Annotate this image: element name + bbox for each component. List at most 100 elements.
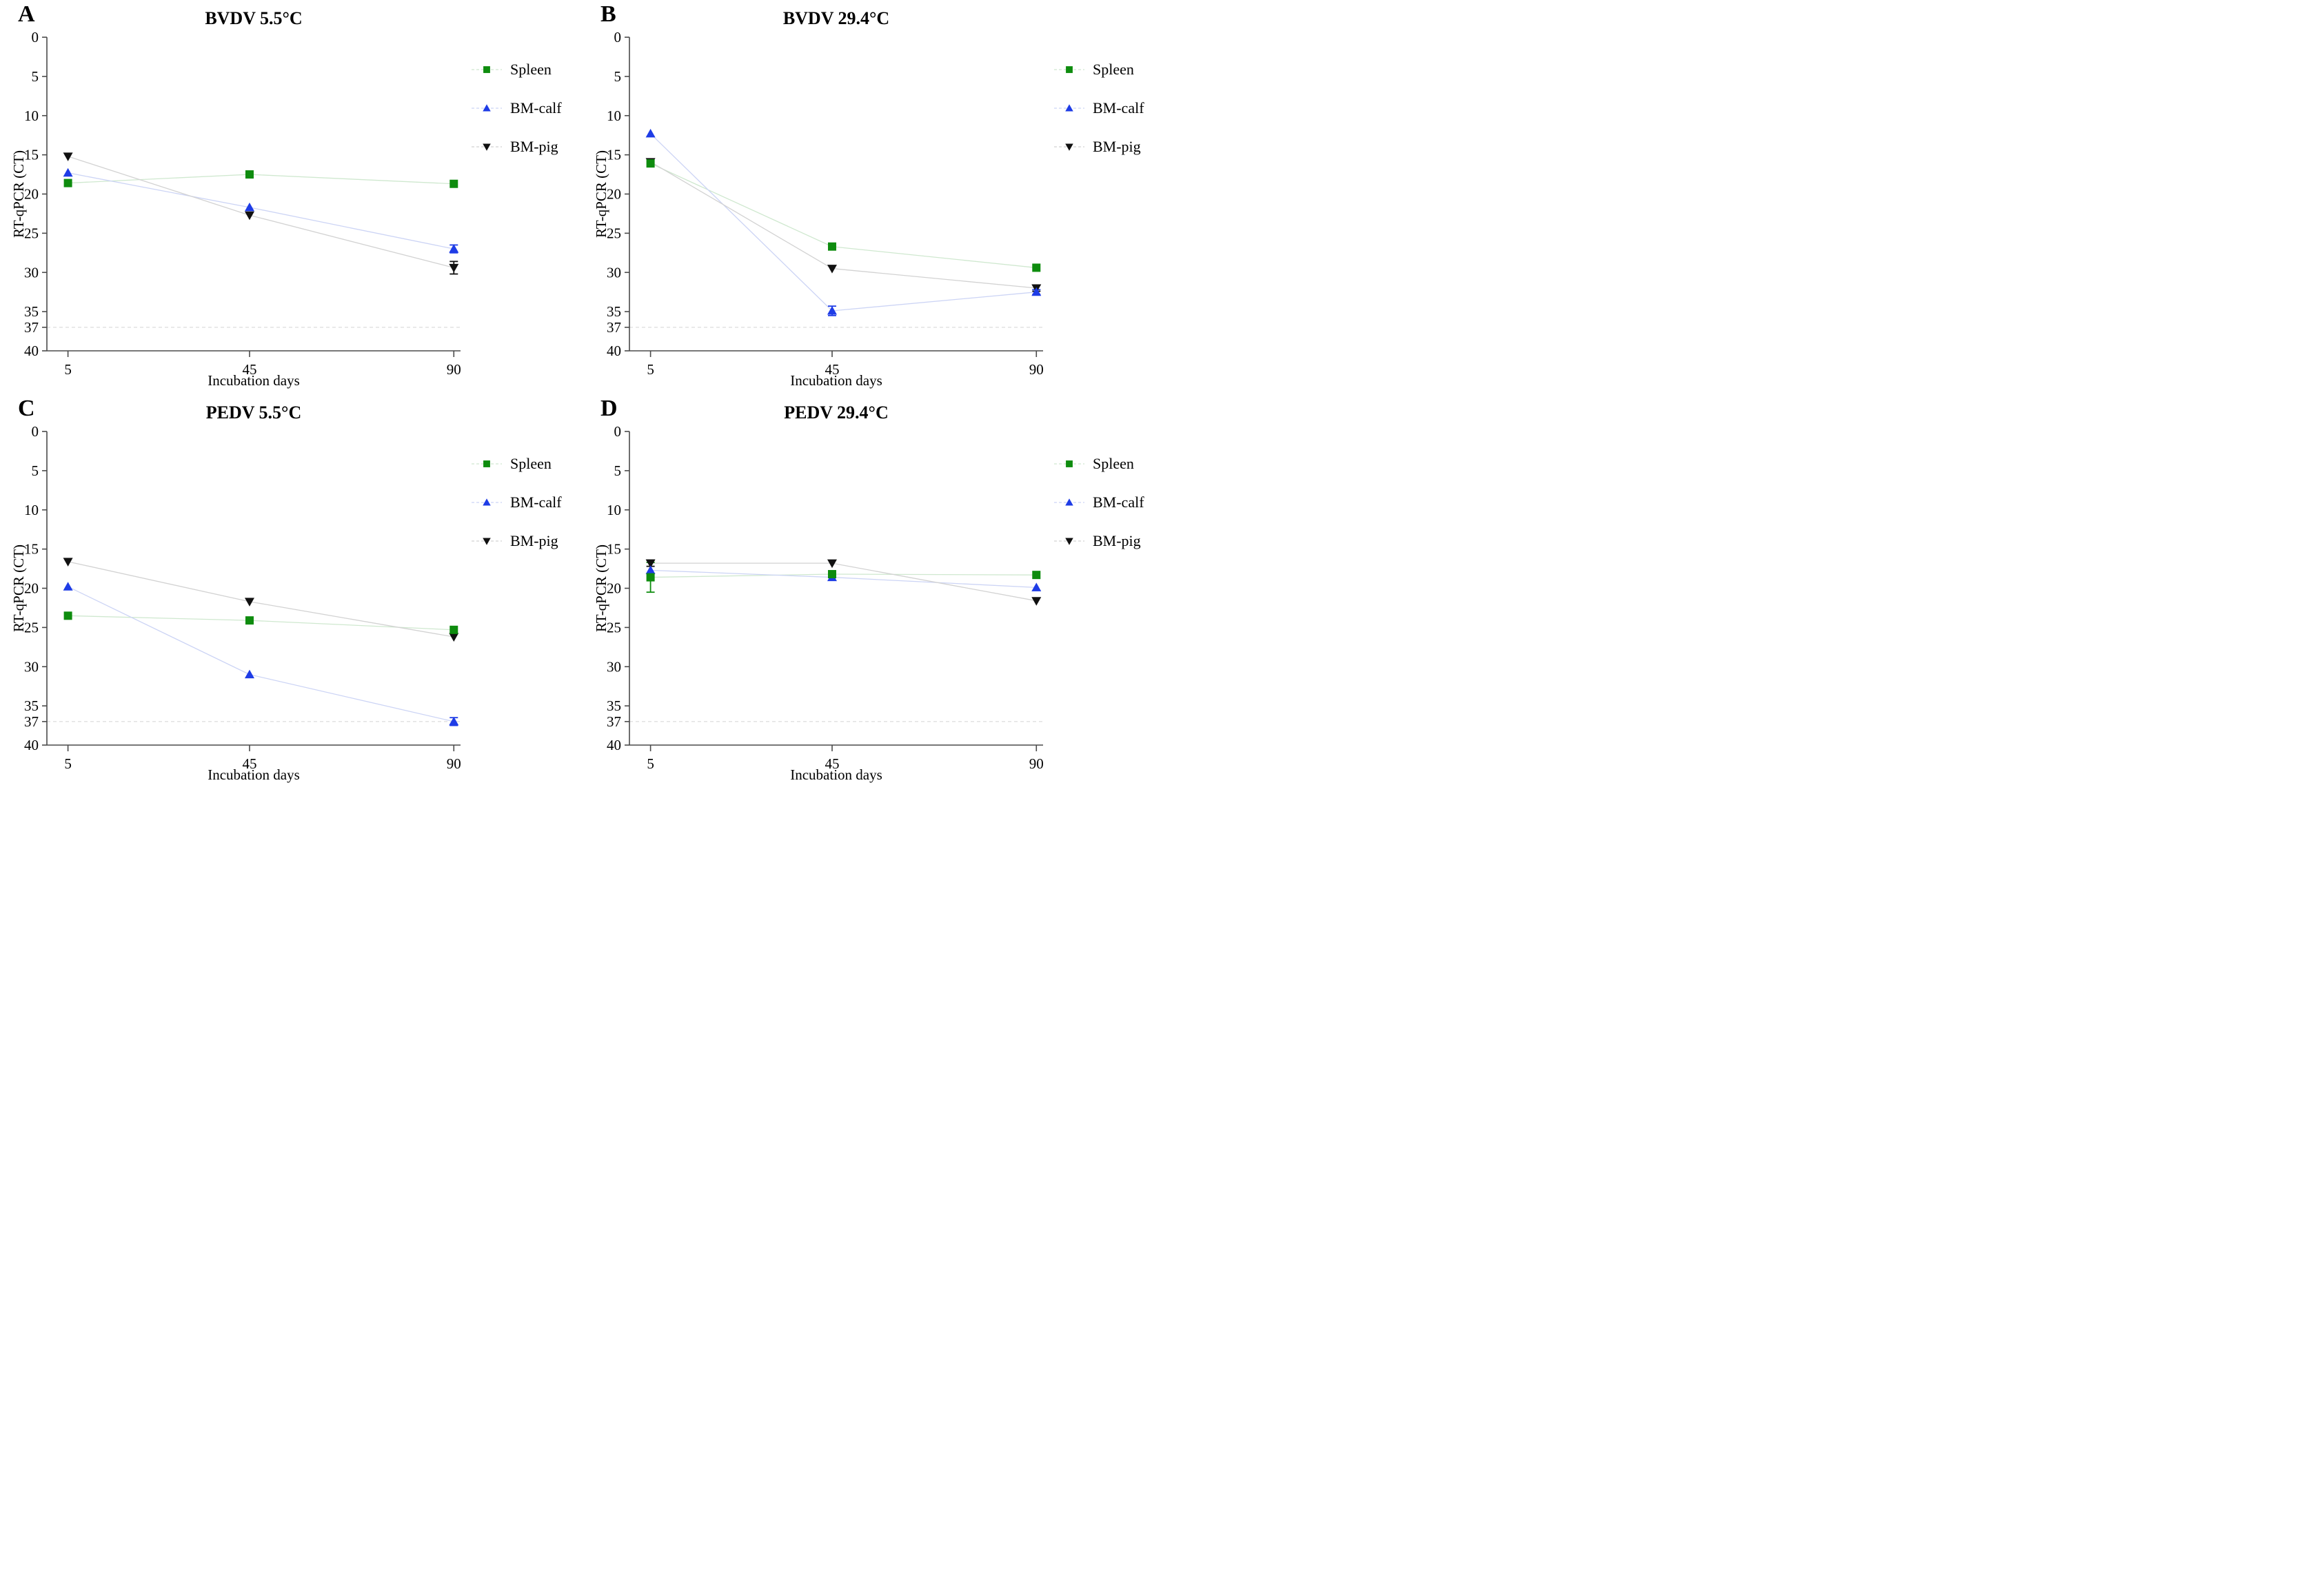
legend-item-spleen: Spleen [470, 455, 562, 473]
x-tick-label: 45 [242, 361, 256, 378]
square-icon [472, 460, 502, 467]
panel-title: BVDV 5.5°C [205, 8, 303, 28]
y-tick-label: 15 [24, 147, 39, 163]
legend-item-bm-calf: BM-calf [470, 494, 562, 511]
legend: Spleen BM-calf BM-pig [470, 455, 562, 783]
y-tick-label: 40 [607, 737, 621, 753]
data-point-spleen-day5 [63, 179, 72, 187]
bm-pig-marker-icon [483, 143, 491, 151]
data-point-bm-calf-day5 [63, 167, 73, 177]
y-tick-label: 37 [24, 713, 39, 730]
data-point-bm-pig-day90 [1031, 597, 1042, 606]
data-point-spleen-day90 [449, 625, 458, 634]
y-tick-label: 10 [607, 502, 621, 518]
panel-c: C PEDV 5.5°C 0 5 10 15 20 25 30 35 37 40 5 45 90 RT-qPC… [0, 394, 583, 788]
y-tick-label: 40 [24, 737, 39, 753]
panel-letter: B [600, 1, 616, 27]
panel-title: PEDV 29.4°C [784, 403, 889, 423]
data-point-spleen-day5 [646, 159, 655, 168]
data-point-bm-pig-day90 [449, 263, 459, 273]
y-tick-label: 0 [32, 425, 39, 440]
data-point-spleen-day45 [827, 242, 836, 251]
bm-calf-marker-icon [1065, 498, 1073, 506]
legend-label: BM-pig [1093, 532, 1141, 549]
triangle-up-icon [1054, 498, 1084, 506]
legend-item-bm-pig: BM-pig [1053, 138, 1144, 156]
y-tick-label: 20 [607, 186, 621, 203]
legend-item-bm-calf: BM-calf [470, 99, 562, 117]
panel-body: 0 5 10 15 20 25 30 35 37 40 5 45 90 RT-qPCR (CT) Incub… [583, 30, 1162, 389]
x-tick-label: 45 [825, 755, 839, 772]
y-tick-label: 5 [614, 68, 622, 85]
data-point-spleen-day90 [1032, 263, 1041, 272]
data-point-bm-pig-day5 [63, 152, 73, 161]
four-panel-figure: A BVDV 5.5°C 0 5 10 15 20 25 30 35 37 40 5 45 90 RT-qPC… [0, 0, 1162, 788]
data-point-spleen-day5 [63, 611, 72, 620]
y-tick-label: 0 [614, 425, 622, 440]
y-tick-label: 10 [607, 108, 621, 124]
panel-b: B BVDV 29.4°C 0 5 10 15 20 25 30 35 37 40 5 45 90 RT-qP… [583, 0, 1162, 394]
legend-item-bm-pig: BM-pig [470, 138, 562, 156]
x-tick-label: 90 [1029, 361, 1044, 378]
y-tick-label: 15 [24, 541, 39, 558]
data-point-spleen-day45 [245, 170, 254, 179]
triangle-up-icon [1054, 104, 1084, 112]
data-point-bm-pig-day90 [449, 633, 459, 642]
y-tick-label: 0 [614, 30, 622, 45]
legend-label: BM-pig [1093, 138, 1141, 155]
triangle-up-icon [472, 104, 502, 112]
x-tick-label: 45 [825, 361, 839, 378]
series-line-spleen [650, 573, 1037, 578]
legend-label: BM-pig [510, 532, 558, 549]
data-point-bm-calf-day5 [63, 582, 73, 591]
data-point-bm-calf-day45 [244, 669, 254, 679]
panel-letter: D [600, 396, 618, 421]
x-tick-label: 5 [647, 755, 654, 772]
y-tick-label: 35 [24, 303, 39, 320]
triangle-down-icon [472, 143, 502, 151]
data-point-spleen-day45 [245, 616, 254, 625]
legend-item-spleen: Spleen [1053, 455, 1144, 473]
panel-d: D PEDV 29.4°C 0 5 10 15 20 25 30 35 37 40 5 45 90 RT-qP… [583, 394, 1162, 788]
data-point-bm-calf-day90 [1031, 287, 1042, 296]
legend-item-spleen: Spleen [1053, 61, 1144, 79]
data-point-bm-calf-day90 [449, 716, 459, 726]
x-axis-label: Incubation days [790, 372, 882, 389]
y-tick-label: 37 [607, 319, 621, 336]
series-line-spleen [68, 615, 454, 631]
data-point-bm-pig-day45 [244, 211, 254, 221]
x-tick-label: 90 [1029, 755, 1044, 772]
legend-item-bm-pig: BM-pig [1053, 532, 1144, 550]
x-tick-label: 5 [64, 755, 72, 772]
y-tick-label: 25 [607, 225, 621, 241]
triangle-down-icon [472, 538, 502, 545]
spleen-marker-icon [1066, 66, 1073, 73]
data-point-bm-pig-day45 [827, 265, 837, 274]
y-tick-label: 30 [607, 658, 621, 675]
data-point-bm-calf-day45 [244, 202, 254, 212]
y-tick-label: 35 [607, 698, 621, 714]
spleen-marker-icon [1066, 460, 1073, 467]
data-point-spleen-day90 [449, 179, 458, 188]
data-point-bm-calf-day90 [1031, 582, 1042, 591]
triangle-up-icon [472, 498, 502, 506]
data-point-bm-calf-day45 [827, 305, 837, 315]
series-line-spleen [68, 174, 454, 185]
bm-calf-marker-icon [483, 104, 491, 112]
spleen-marker-icon [483, 460, 490, 467]
series-line-bm-pig [68, 156, 454, 269]
y-tick-label: 5 [32, 68, 39, 85]
y-tick-label: 20 [607, 580, 621, 597]
legend-label: BM-calf [1093, 99, 1144, 116]
x-tick-label: 90 [447, 755, 461, 772]
data-point-spleen-day5 [646, 573, 655, 582]
y-tick-label: 25 [24, 619, 39, 635]
bm-pig-marker-icon [483, 538, 491, 545]
y-tick-label: 30 [24, 264, 39, 281]
y-axis-label: RT-qPCR (CT) [12, 545, 27, 632]
legend-label: Spleen [510, 455, 552, 472]
y-tick-label: 40 [607, 343, 621, 359]
triangle-down-icon [1054, 143, 1084, 151]
